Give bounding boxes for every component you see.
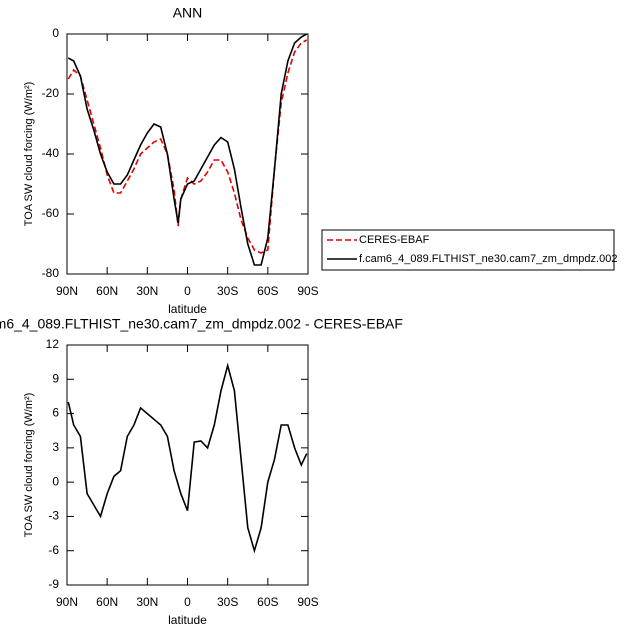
x-tick-label: 90N — [56, 595, 78, 609]
x-tick-label: 90S — [297, 284, 318, 298]
legend-box — [321, 229, 615, 271]
plot-frame — [66, 33, 309, 275]
x-tick-label: 30S — [217, 284, 238, 298]
x-tick-label: 90S — [297, 595, 318, 609]
x-tick-label: 0 — [184, 595, 191, 609]
plot-frame — [66, 344, 309, 586]
y-tick-label: -20 — [42, 86, 60, 100]
y-tick-label: 0 — [52, 26, 59, 40]
y-tick-label: -80 — [42, 266, 60, 280]
series-line — [67, 362, 308, 554]
x-tick-label: 60S — [257, 284, 278, 298]
x-tick-label: 0 — [184, 284, 191, 298]
x-tick-label: 60N — [96, 595, 118, 609]
y-axis-label: TOA SW cloud forcing (W/m²) — [23, 393, 35, 538]
x-tick-label: 30S — [217, 595, 238, 609]
y-tick-label: 9 — [52, 371, 59, 385]
x-tick-label: 30N — [136, 284, 158, 298]
series-line — [67, 39, 308, 254]
y-tick-label: -60 — [42, 206, 60, 220]
y-tick-label: -6 — [48, 543, 59, 557]
chart-title: f.cam6_4_089.FLTHIST_ne30.cam7_zm_dmpdz.… — [0, 316, 403, 332]
x-tick-label: 30N — [136, 595, 158, 609]
y-tick-label: 12 — [46, 337, 60, 351]
chart-title: ANN — [173, 5, 203, 21]
y-tick-label: -9 — [48, 577, 59, 591]
series-line — [67, 33, 308, 266]
x-tick-label: 90N — [56, 284, 78, 298]
legend-label: f.cam6_4_089.FLTHIST_ne30.cam7_zm_dmpdz.… — [359, 253, 617, 265]
y-tick-label: 6 — [52, 406, 59, 420]
x-tick-label: 60N — [96, 284, 118, 298]
y-tick-label: -3 — [48, 509, 59, 523]
y-tick-label: 3 — [52, 440, 59, 454]
x-tick-label: 60S — [257, 595, 278, 609]
x-axis-label: latitude — [168, 302, 207, 316]
legend-label: CERES-EBAF — [359, 234, 430, 246]
y-tick-label: -40 — [42, 146, 60, 160]
y-axis-label: TOA SW cloud forcing (W/m²) — [23, 82, 35, 227]
y-tick-label: 0 — [52, 474, 59, 488]
x-axis-label: latitude — [168, 613, 207, 627]
